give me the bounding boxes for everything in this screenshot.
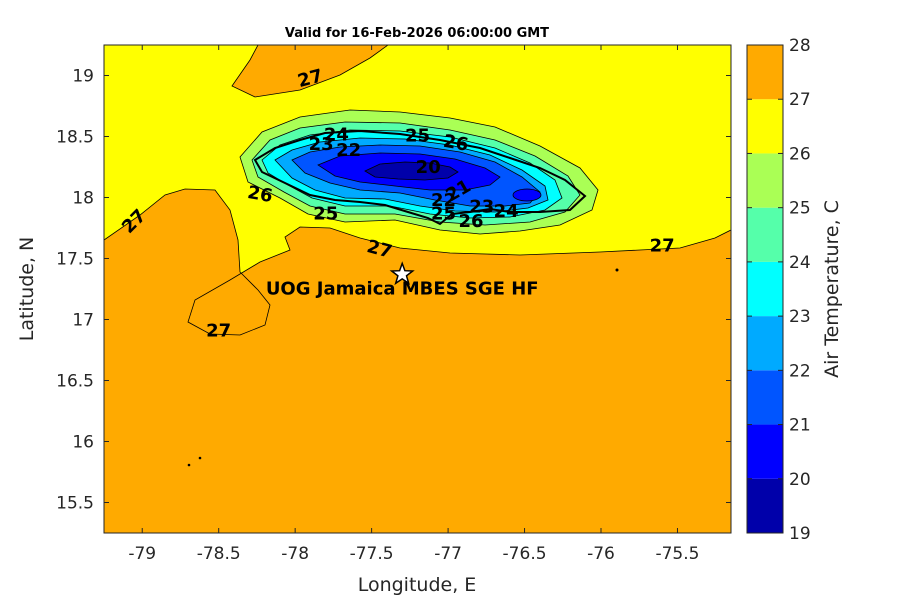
colorbar-tick-label: 28 xyxy=(789,36,811,56)
jamaica-coastline xyxy=(253,129,587,226)
y-tick-label: 18.5 xyxy=(56,128,94,148)
contour-fill-27-28-south xyxy=(104,188,731,533)
x-tick-label: -78.5 xyxy=(197,544,241,564)
x-tick-label: -77.5 xyxy=(350,544,394,564)
colorbar-tick-label: 24 xyxy=(789,253,811,273)
contour-fill-19-20 xyxy=(364,161,459,181)
colorbar-tick-label: 27 xyxy=(789,90,811,110)
contour-label-25: 25 xyxy=(405,126,430,147)
y-tick-label: 16 xyxy=(72,433,94,453)
contour-label-23: 23 xyxy=(309,134,334,155)
colorbar: 19 20 21 22 23 24 25 26 27 28 xyxy=(746,36,811,544)
y-tick-label: 18 xyxy=(72,189,94,209)
colorbar-tick-label: 25 xyxy=(789,199,811,219)
station-label: UOG Jamaica MBES SGE HF xyxy=(266,278,539,299)
colorbar-band-20-21 xyxy=(747,424,783,479)
x-tick-label: -76.5 xyxy=(503,544,547,564)
colorbar-tick-label: 20 xyxy=(789,470,811,490)
y-axis-label: Latitude, N xyxy=(16,237,38,342)
x-axis-label: Longitude, E xyxy=(358,574,477,596)
contour-label-25: 25 xyxy=(313,204,338,225)
colorbar-tick-label: 22 xyxy=(789,361,811,381)
y-tick-label: 17.5 xyxy=(56,250,94,270)
y-tick-label: 19 xyxy=(72,67,94,87)
contour-label-24: 24 xyxy=(324,124,349,145)
contour-label-26: 26 xyxy=(246,182,274,207)
colorbar-tick-label: 26 xyxy=(789,144,811,164)
islet-3 xyxy=(615,268,619,272)
contour-label-27: 27 xyxy=(650,235,675,256)
colorbar-label: Air Temperature, C xyxy=(821,200,843,378)
colorbar-band-22-23 xyxy=(747,316,783,371)
contour-label-26: 26 xyxy=(458,211,483,232)
colorbar-band-24-25 xyxy=(747,207,783,262)
colorbar-band-23-24 xyxy=(747,261,783,317)
plot-frame xyxy=(103,44,732,534)
y-tick-label: 17 xyxy=(72,311,94,331)
x-tick-label: -76 xyxy=(587,544,615,564)
chart-title: Valid for 16-Feb-2026 06:00:00 GMT xyxy=(285,26,549,41)
y-tick-label: 16.5 xyxy=(56,372,94,392)
colorbar-band-19-20 xyxy=(747,478,783,533)
y-tick-label: 15.5 xyxy=(56,494,94,514)
islet-1 xyxy=(187,463,191,467)
colorbar-frame xyxy=(746,44,784,534)
colorbar-band-27-28 xyxy=(747,45,783,100)
colorbar-tick-label: 19 xyxy=(789,524,811,544)
contour-label-20: 20 xyxy=(416,157,441,178)
colorbar-band-25-26 xyxy=(747,153,783,208)
x-tick-label: -77 xyxy=(434,544,462,564)
contour-fill-20-21-east xyxy=(512,188,542,202)
contour-label-22: 22 xyxy=(336,140,361,161)
x-tick-label: -79 xyxy=(128,544,156,564)
contour-label-22: 22 xyxy=(431,190,456,211)
contour-fill-27-28-north xyxy=(231,45,389,98)
colorbar-tick-label: 23 xyxy=(789,307,811,327)
x-tick-label: -75.5 xyxy=(655,544,699,564)
contour-label-25: 25 xyxy=(431,204,456,225)
contour-label-24: 24 xyxy=(494,201,519,222)
x-axis: -79 -78.5 -78 -77.5 -77 -76.5 -76 -75.5 xyxy=(128,45,699,564)
station-star-marker xyxy=(389,261,415,286)
contour-label-26: 26 xyxy=(442,131,470,156)
colorbar-tick-label: 21 xyxy=(789,416,811,436)
contour-label-27: 27 xyxy=(206,321,231,342)
x-tick-label: -78 xyxy=(281,544,309,564)
islet-2 xyxy=(198,456,202,460)
colorbar-band-26-27 xyxy=(747,99,783,154)
contour-label-23: 23 xyxy=(469,196,494,217)
colorbar-band-21-22 xyxy=(747,370,783,425)
y-axis: 15.5 16 16.5 17 17.5 18 18.5 19 xyxy=(56,67,731,514)
